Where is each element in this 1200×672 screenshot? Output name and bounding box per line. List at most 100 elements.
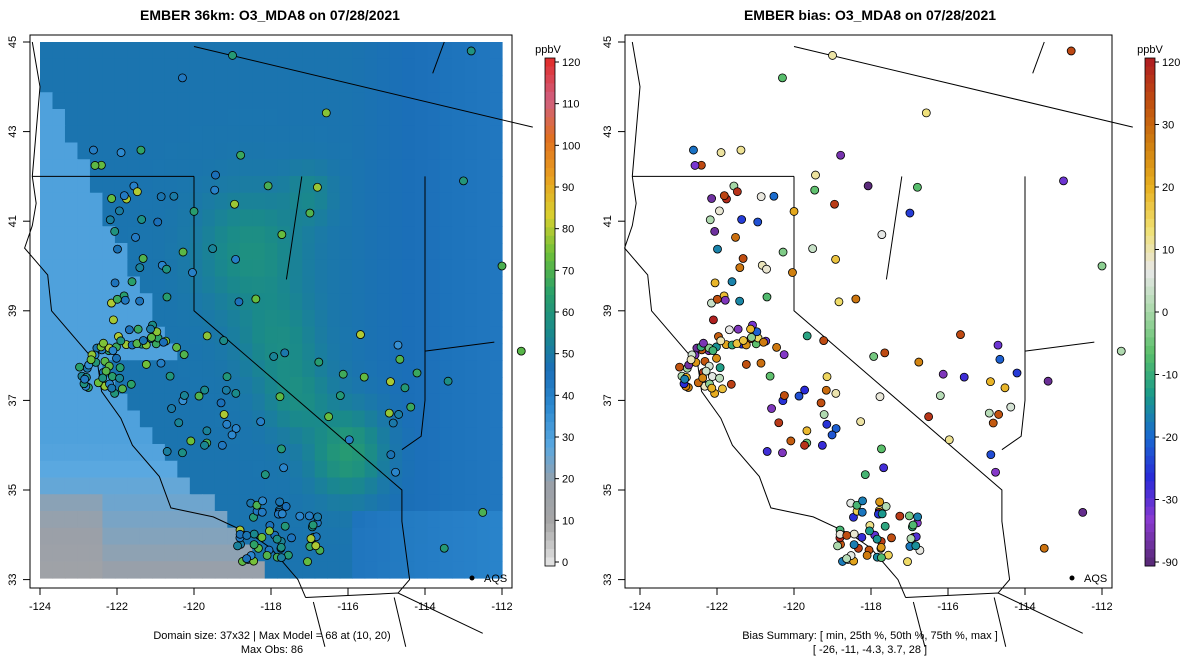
grid-cell bbox=[339, 477, 353, 495]
obs-point bbox=[231, 424, 241, 433]
grid-cell bbox=[264, 310, 278, 328]
inner-border bbox=[885, 176, 903, 280]
grid-cell bbox=[214, 243, 228, 261]
grid-cell bbox=[452, 477, 466, 495]
grid-cell bbox=[77, 125, 91, 144]
obs-point bbox=[222, 419, 232, 429]
colorbar-segment bbox=[545, 108, 555, 118]
grid-cell bbox=[339, 259, 353, 278]
grid-cell bbox=[40, 444, 54, 462]
grid-cell bbox=[464, 259, 478, 278]
bias-point bbox=[778, 73, 787, 83]
grid-cell bbox=[314, 159, 328, 177]
grid-cell bbox=[364, 192, 378, 211]
grid-cell bbox=[427, 58, 441, 77]
colorbar-segment bbox=[545, 464, 555, 474]
grid-cell bbox=[189, 243, 203, 261]
grid-cell bbox=[414, 293, 428, 311]
grid-cell bbox=[164, 75, 178, 93]
grid-cell bbox=[339, 527, 353, 546]
grid-cell bbox=[339, 494, 353, 512]
colorbar-segment bbox=[545, 134, 555, 144]
grid-cell bbox=[377, 209, 391, 227]
grid-cell bbox=[139, 511, 153, 529]
grid-cell bbox=[352, 511, 366, 529]
colorbar-segment bbox=[545, 252, 555, 262]
grid-cell bbox=[427, 192, 441, 211]
grid-cell bbox=[252, 92, 266, 110]
colorbar-segment bbox=[545, 168, 555, 178]
grid-cell bbox=[302, 393, 316, 412]
grid-cell bbox=[352, 310, 366, 328]
grid-cell bbox=[377, 75, 391, 93]
grid-cell bbox=[114, 477, 129, 495]
grid-cell bbox=[402, 544, 416, 562]
grid-cell bbox=[302, 477, 316, 495]
grid-cell bbox=[327, 494, 341, 512]
grid-cell bbox=[89, 460, 104, 479]
grid-cell bbox=[414, 410, 428, 428]
grid-cell bbox=[339, 42, 353, 60]
grid-cell bbox=[252, 561, 266, 579]
grid-cell bbox=[414, 58, 428, 77]
grid-cell bbox=[189, 561, 203, 579]
grid-cell bbox=[89, 293, 104, 311]
grid-cell bbox=[139, 259, 153, 278]
grid-cell bbox=[364, 360, 378, 378]
grid-cell bbox=[327, 293, 341, 311]
grid-cell bbox=[389, 527, 403, 546]
obs-point bbox=[305, 208, 315, 218]
grid-cell bbox=[289, 427, 303, 445]
grid-cell bbox=[289, 259, 303, 278]
obs-point bbox=[107, 194, 117, 203]
grid-cell bbox=[489, 427, 503, 445]
grid-cell bbox=[427, 377, 441, 395]
left-footer-line1: Domain size: 37x32 | Max Model = 68 at (… bbox=[153, 630, 390, 642]
grid-cell bbox=[402, 125, 416, 144]
colorbar-segment bbox=[545, 388, 555, 398]
grid-cell bbox=[364, 125, 378, 144]
grid-cell bbox=[177, 42, 191, 60]
grid-cell bbox=[264, 561, 278, 579]
grid-cell bbox=[177, 377, 191, 395]
grid-cell bbox=[164, 460, 178, 479]
obs-point bbox=[101, 366, 111, 376]
obs-point bbox=[113, 244, 122, 254]
grid-cell bbox=[252, 326, 266, 345]
bias-point bbox=[736, 145, 746, 155]
grid-cell bbox=[40, 343, 54, 361]
colorbar-segment bbox=[545, 549, 555, 559]
colorbar-segment bbox=[545, 91, 555, 101]
grid-cell bbox=[40, 410, 54, 428]
grid-cell bbox=[402, 243, 416, 261]
colorbar-segment bbox=[1145, 108, 1155, 118]
grid-cell bbox=[227, 58, 241, 77]
grid-cell bbox=[477, 427, 491, 445]
obs-point bbox=[251, 294, 261, 304]
grid-cell bbox=[152, 561, 166, 579]
colorbar-segment bbox=[545, 439, 555, 448]
colorbar-segment bbox=[545, 218, 555, 228]
grid-cell bbox=[452, 561, 466, 579]
obs-point bbox=[314, 357, 324, 367]
colorbar-label: 120 bbox=[562, 57, 580, 69]
obs-point bbox=[272, 534, 282, 544]
grid-cell bbox=[339, 109, 353, 127]
colorbar-segment bbox=[1145, 83, 1155, 93]
grid-cell bbox=[377, 477, 391, 495]
obs-point bbox=[234, 297, 244, 307]
grid-cell bbox=[289, 125, 303, 144]
grid-cell bbox=[77, 293, 91, 311]
grid-cell bbox=[402, 92, 416, 110]
grid-cell bbox=[64, 544, 79, 562]
grid-cell bbox=[152, 527, 166, 546]
grid-cell bbox=[264, 326, 278, 345]
grid-cell bbox=[40, 310, 54, 328]
obs-point bbox=[279, 463, 289, 473]
grid-cell bbox=[489, 159, 503, 177]
grid-cell bbox=[339, 410, 353, 428]
grid-cell bbox=[339, 226, 353, 244]
colorbar-segment bbox=[1145, 201, 1155, 211]
grid-cell bbox=[439, 326, 453, 345]
grid-cell bbox=[452, 310, 466, 328]
